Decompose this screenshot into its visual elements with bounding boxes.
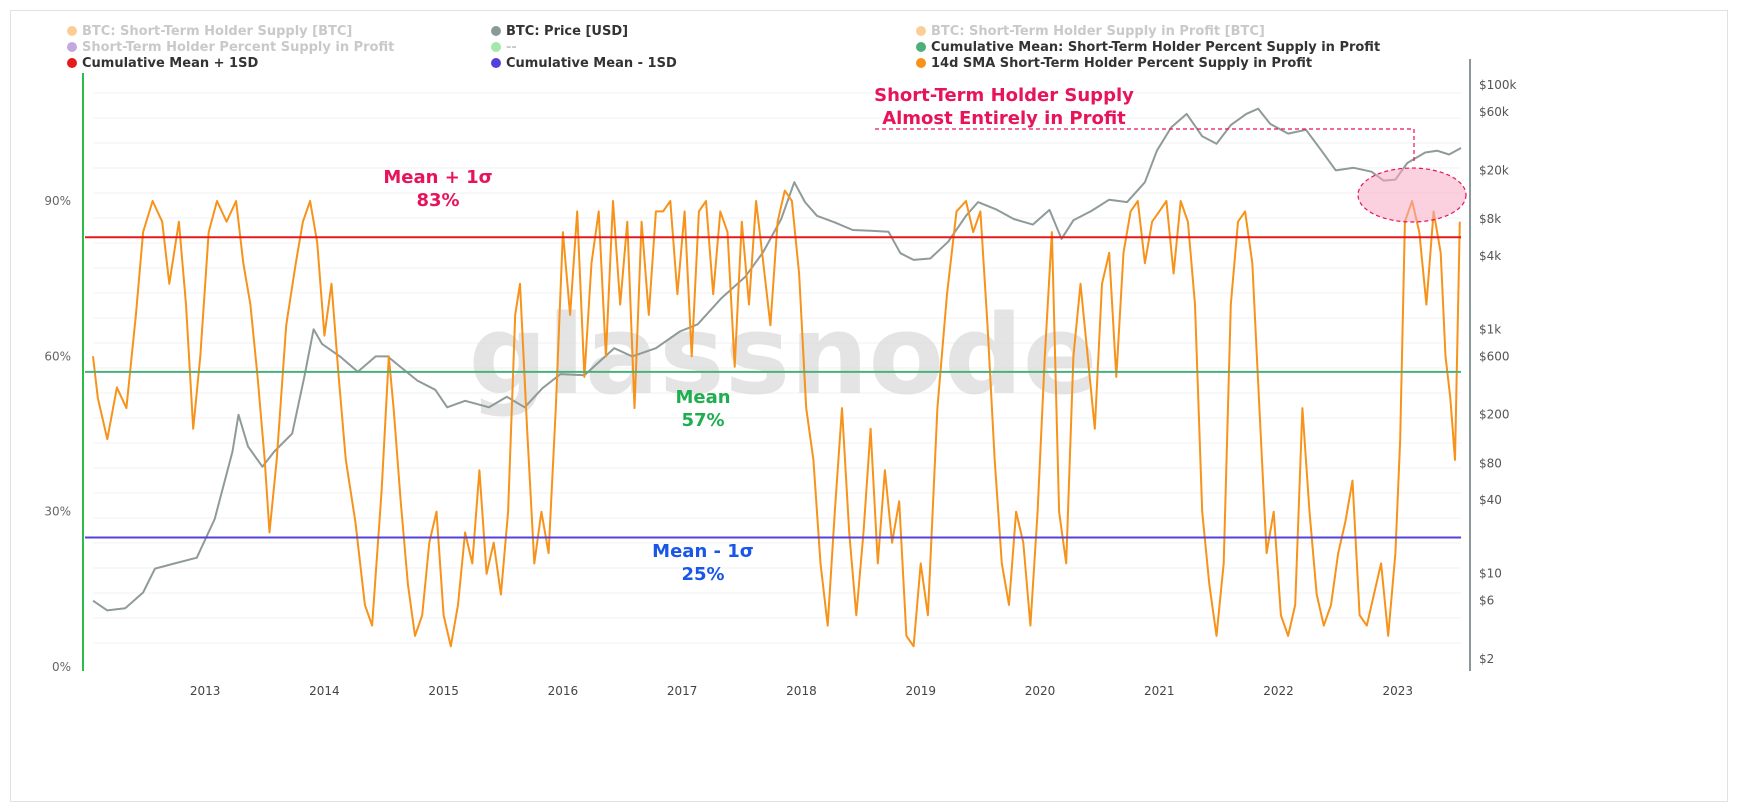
legend-dot-icon bbox=[491, 26, 501, 36]
legend-label: -- bbox=[506, 40, 517, 55]
left-axis-tick-label: 0% bbox=[52, 660, 71, 674]
annotation-mean-title: Mean bbox=[675, 387, 730, 408]
right-axis-tick-label: $2 bbox=[1479, 652, 1494, 666]
right-axis-tick-label: $60k bbox=[1479, 105, 1509, 119]
legend-item[interactable]: 14d SMA Short-Term Holder Percent Supply… bbox=[916, 56, 1312, 72]
legend-label: Cumulative Mean + 1SD bbox=[82, 56, 259, 71]
series-line-sth-percent-profit bbox=[92, 189, 1461, 648]
callout-subtitle: Almost Entirely in Profit bbox=[882, 108, 1126, 129]
x-axis-tick-label: 2013 bbox=[190, 684, 221, 698]
legend-item[interactable]: Short-Term Holder Percent Supply in Prof… bbox=[67, 40, 394, 56]
legend-dot-icon bbox=[916, 58, 926, 68]
legend-dot-icon bbox=[67, 58, 77, 68]
legend-label: Cumulative Mean - 1SD bbox=[506, 56, 677, 71]
legend-item[interactable]: Cumulative Mean: Short-Term Holder Perce… bbox=[916, 40, 1380, 56]
legend-label: BTC: Price [USD] bbox=[506, 24, 629, 39]
left-axis-tick-label: 60% bbox=[44, 349, 71, 363]
annotation-mean-plus-title: Mean + 1σ bbox=[383, 167, 492, 188]
right-axis-tick-label: $40 bbox=[1479, 493, 1502, 507]
legend-dot-icon bbox=[491, 42, 501, 52]
right-axis-tick-label: $200 bbox=[1479, 408, 1510, 422]
legend-label: Cumulative Mean: Short-Term Holder Perce… bbox=[931, 40, 1381, 55]
x-axis-tick-label: 2017 bbox=[667, 684, 698, 698]
x-axis-tick-label: 2018 bbox=[786, 684, 817, 698]
legend-dot-icon bbox=[67, 26, 77, 36]
right-axis-tick-label: $6 bbox=[1479, 594, 1494, 608]
callout-highlight-ellipse bbox=[1357, 167, 1467, 223]
right-axis-tick-label: $600 bbox=[1479, 349, 1510, 363]
series-line-btc-price bbox=[92, 107, 1462, 612]
chart-svg: glassnode 0% 30% 60% 90% $2 $6 $10 $40 $80 $200 $60… bbox=[44, 59, 1517, 698]
x-axis-tick-label: 2023 bbox=[1383, 684, 1414, 698]
x-axis-tick-label: 2015 bbox=[428, 684, 459, 698]
legend-item[interactable]: Cumulative Mean + 1SD bbox=[67, 56, 258, 72]
legend-dot-icon bbox=[916, 42, 926, 52]
legend-dot-icon bbox=[491, 58, 501, 68]
x-axis-tick-label: 2019 bbox=[905, 684, 936, 698]
legend-item[interactable]: BTC: Short-Term Holder Supply [BTC] bbox=[67, 24, 352, 40]
right-axis-tick-label: $8k bbox=[1479, 212, 1501, 226]
left-axis-tick-label: 90% bbox=[44, 194, 71, 208]
chart-frame: BTC: Short-Term Holder Supply [BTC] BTC: … bbox=[10, 10, 1728, 802]
left-axis-tick-label: 30% bbox=[44, 505, 71, 519]
right-axis-tick-label: $100k bbox=[1479, 78, 1517, 92]
right-axis-tick-label: $10 bbox=[1479, 567, 1502, 581]
legend-label: 14d SMA Short-Term Holder Percent Supply… bbox=[931, 56, 1313, 71]
legend-dot-icon bbox=[916, 26, 926, 36]
right-axis-tick-label: $1k bbox=[1479, 322, 1501, 336]
x-axis-tick-label: 2016 bbox=[548, 684, 579, 698]
x-axis-tick-label: 2021 bbox=[1144, 684, 1175, 698]
right-axis-tick-label: $80 bbox=[1479, 456, 1502, 470]
annotation-mean-value: 57% bbox=[681, 410, 724, 431]
legend-item[interactable]: -- bbox=[491, 40, 517, 56]
callout-dashed-leader bbox=[875, 128, 1415, 163]
annotation-mean-minus-value: 25% bbox=[681, 564, 724, 585]
watermark: glassnode bbox=[469, 291, 1098, 419]
x-axis-tick-label: 2014 bbox=[309, 684, 340, 698]
x-axis-tick-label: 2020 bbox=[1025, 684, 1056, 698]
legend-item[interactable]: BTC: Price [USD] bbox=[491, 24, 628, 40]
annotation-mean-plus-value: 83% bbox=[416, 190, 459, 211]
legend-label: Short-Term Holder Percent Supply in Prof… bbox=[82, 40, 395, 55]
callout-title: Short-Term Holder Supply bbox=[874, 85, 1134, 106]
legend-label: BTC: Short-Term Holder Supply in Profit … bbox=[931, 24, 1265, 39]
annotation-mean-minus-title: Mean - 1σ bbox=[652, 541, 754, 562]
legend-item[interactable]: BTC: Short-Term Holder Supply in Profit … bbox=[916, 24, 1265, 40]
legend-label: BTC: Short-Term Holder Supply [BTC] bbox=[82, 24, 353, 39]
right-axis-tick-label: $20k bbox=[1479, 163, 1509, 177]
right-axis-tick-label: $4k bbox=[1479, 249, 1501, 263]
x-axis-tick-label: 2022 bbox=[1263, 684, 1294, 698]
legend-item[interactable]: Cumulative Mean - 1SD bbox=[491, 56, 677, 72]
legend-dot-icon bbox=[67, 42, 77, 52]
